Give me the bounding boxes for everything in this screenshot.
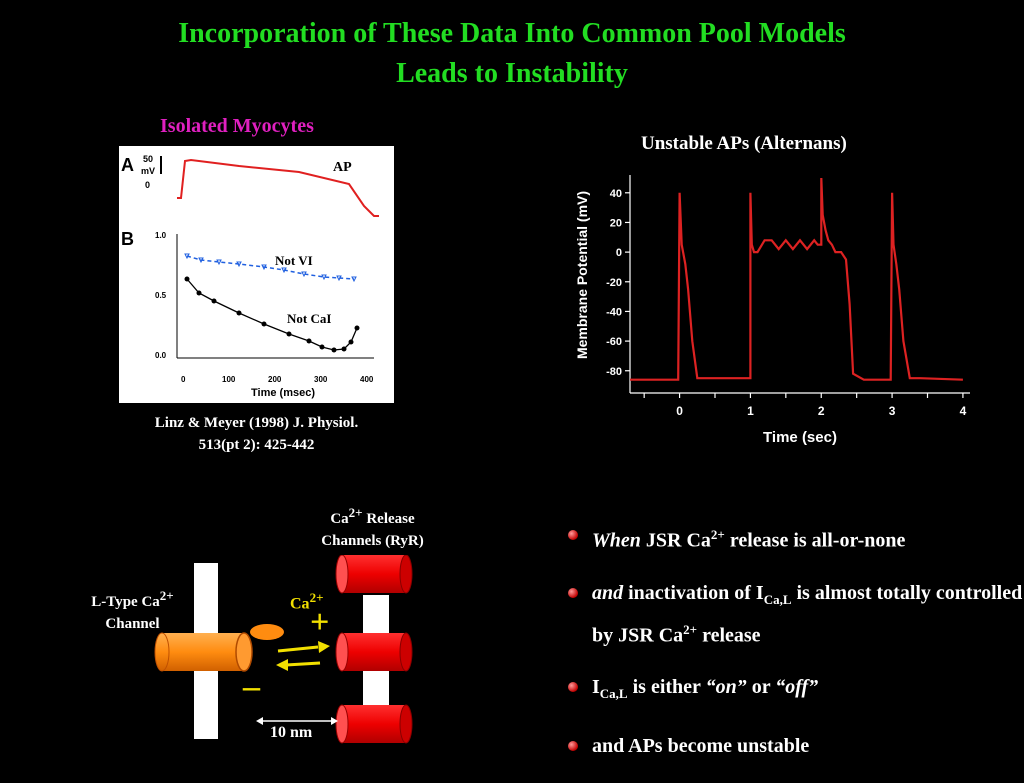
ryr-channel-bottom: [335, 704, 413, 744]
b-xtick-400: 400: [360, 375, 374, 384]
right-chart-heading: Unstable APs (Alternans): [641, 133, 847, 154]
chart-y-tick-label: -20: [606, 277, 622, 289]
alternans-chart: Membrane Potential (mV) Time (sec) 40200…: [574, 175, 970, 446]
ap-label: AP: [333, 160, 352, 175]
plus-sign: +: [310, 604, 330, 641]
chart-x-tick-label: 0: [676, 404, 683, 418]
chart-y-tick-label: 40: [610, 188, 622, 200]
ryr-label-ca: Ca: [330, 511, 349, 527]
citation: Linz & Meyer (1998) J. Physiol. 513(pt 2…: [119, 412, 394, 456]
title-line-1: Incorporation of These Data Into Common …: [178, 18, 846, 49]
channel-gate: [250, 624, 284, 640]
distance-arrow: [256, 717, 338, 725]
minus-sign: –: [243, 668, 260, 705]
scale-unit: mV: [141, 166, 155, 176]
ryr-label-line-2: Channels (RyR): [321, 533, 424, 549]
ap-trace: [177, 158, 379, 217]
ca-ion-label: Ca2+: [290, 590, 323, 613]
bullet-2: and inactivation of ICa,L is almost tota…: [568, 578, 1024, 651]
channel-diagram: [154, 555, 413, 744]
ca-text: Ca: [290, 595, 310, 613]
slide-title: Incorporation of These Data Into Common …: [0, 14, 1024, 94]
scale-top: 50: [143, 154, 153, 164]
bullet-1: When JSR Ca2+ release is all-or-none: [568, 520, 1024, 556]
title-line-2: Leads to Instability: [396, 58, 628, 89]
left-figure-heading: Isolated Myocytes: [160, 115, 314, 137]
ltype-label: L-Type Ca2+ Channel: [70, 585, 195, 635]
scale-zero: 0: [145, 180, 150, 190]
b-ytick-0: 0.0: [155, 351, 167, 360]
chart-y-tick-label: -60: [606, 336, 622, 348]
bullet-dot-icon: [568, 530, 578, 540]
chart-x-tick-label: 2: [818, 404, 825, 418]
b-ytick-1: 1.0: [155, 231, 167, 240]
bullet-4: and APs become unstable: [568, 731, 1024, 761]
b-xtick-300: 300: [314, 375, 328, 384]
chart-y-tick-label: 0: [616, 247, 622, 259]
bullet-3: ICa,L is either “on” or “off”: [568, 672, 1024, 709]
chart-y-tick-label: -80: [606, 366, 622, 378]
ryr-channel-middle: [335, 632, 413, 672]
bullet-dot-icon: [568, 741, 578, 752]
bullet-dot-icon: [568, 587, 578, 598]
b-xtick-100: 100: [222, 375, 236, 384]
chart-x-axis-label: Time (sec): [763, 429, 837, 446]
panel-b-label: B: [121, 229, 134, 249]
ryr-label-release: Release: [362, 511, 415, 527]
bullet-dot-icon: [568, 682, 578, 693]
flux-arrows: [276, 641, 330, 671]
ryr-label-sup: 2+: [348, 505, 363, 520]
bullet-list: When JSR Ca2+ release is all-or-none and…: [568, 520, 1024, 783]
b-xtick-200: 200: [268, 375, 282, 384]
membrane-potential-series: [630, 177, 963, 381]
chart-x-tick-label: 4: [960, 404, 967, 418]
not-cai-label: Not CaI: [287, 311, 331, 326]
b-xtick-0: 0: [181, 375, 186, 384]
citation-line-1: Linz & Meyer (1998) J. Physiol.: [154, 415, 359, 431]
chart-y-tick-label: -40: [606, 306, 622, 318]
ryr-label: Ca2+ Release Channels (RyR): [300, 502, 445, 552]
not-vi-curve: [186, 255, 355, 280]
ca-sup: 2+: [309, 590, 324, 605]
distance-label: 10 nm: [270, 724, 313, 741]
chart-x-tick-label: 1: [747, 404, 754, 418]
b-ytick-05: 0.5: [155, 291, 167, 300]
myocyte-figure: A 50 mV 0 AP B 1.0 0.5 0.0 0 100 200 300…: [119, 146, 394, 403]
not-cai-markers: [184, 276, 360, 353]
b-xaxis-label: Time (msec): [251, 387, 315, 399]
ltype-label-line-2: Channel: [105, 616, 160, 632]
not-vi-label: Not VI: [275, 253, 313, 268]
citation-line-2: 513(pt 2): 425-442: [198, 437, 315, 453]
ltype-channel: [154, 624, 284, 672]
ltype-label-sup: 2+: [159, 588, 174, 603]
chart-x-tick-label: 3: [889, 404, 896, 418]
panel-a-label: A: [121, 155, 134, 175]
not-vi-markers: [184, 253, 357, 283]
ltype-label-line-1: L-Type Ca: [91, 594, 160, 610]
chart-y-axis-label: Membrane Potential (mV): [574, 191, 590, 359]
ryr-channel-top: [335, 555, 413, 594]
chart-y-tick-label: 20: [610, 217, 622, 229]
